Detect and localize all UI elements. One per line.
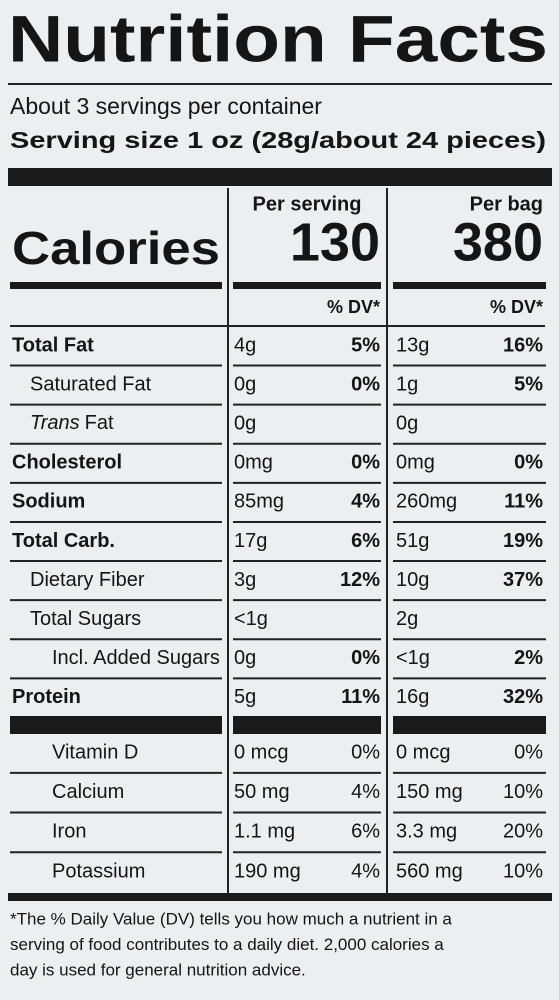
daily-value: 0% xyxy=(514,741,543,763)
amount: 85mg xyxy=(234,491,284,513)
footnote: *The % Daily Value (DV) tells you how mu… xyxy=(10,909,452,928)
medium-bar xyxy=(10,282,222,289)
daily-value: 11% xyxy=(504,491,543,513)
nutrient-name: Cholesterol xyxy=(12,452,122,474)
daily-value: 16% xyxy=(503,334,543,356)
daily-value: 2% xyxy=(514,647,543,669)
daily-value: 6% xyxy=(351,821,380,843)
daily-value: 4% xyxy=(351,781,380,803)
amount: 0mg xyxy=(396,452,435,474)
nutrient-name: Total Fat xyxy=(12,334,94,356)
nutrient-name: Fat xyxy=(85,412,114,434)
column-header: Per serving xyxy=(253,193,362,215)
amount: 3g xyxy=(234,569,256,591)
dv-header: % DV* xyxy=(490,297,543,317)
daily-value: 4% xyxy=(351,860,380,882)
daily-value: 6% xyxy=(351,530,380,552)
calories-value: 380 xyxy=(453,212,543,272)
nutrient-name-italic: Trans xyxy=(30,412,80,434)
nutrient-name: Saturated Fat xyxy=(30,373,152,395)
title: Nutrition Facts xyxy=(8,1,548,75)
amount: 190 mg xyxy=(234,860,301,882)
column-header: Per bag xyxy=(470,193,543,215)
daily-value: 0% xyxy=(351,741,380,763)
nutrient-name: Incl. Added Sugars xyxy=(52,647,220,669)
daily-value: 32% xyxy=(503,686,543,708)
amount: 2g xyxy=(396,608,418,630)
thick-bar xyxy=(8,893,552,901)
daily-value: 0% xyxy=(351,452,380,474)
amount: 560 mg xyxy=(396,860,463,882)
nutrient-name: Total Sugars xyxy=(30,608,141,630)
nutrient-name: Iron xyxy=(52,821,86,843)
daily-value: 11% xyxy=(341,686,380,708)
nutrient-name: Potassium xyxy=(52,860,145,882)
footnote: day is used for general nutrition advice… xyxy=(10,960,306,979)
daily-value: 20% xyxy=(503,821,543,843)
amount: 260mg xyxy=(396,491,457,513)
amount: 0g xyxy=(234,373,256,395)
amount: <1g xyxy=(234,608,268,630)
nutrient-name: Trans Fat xyxy=(30,412,114,434)
daily-value: 37% xyxy=(503,569,543,591)
amount: 10g xyxy=(396,569,429,591)
daily-value: 0% xyxy=(514,452,543,474)
amount: 17g xyxy=(234,530,267,552)
daily-value: 19% xyxy=(503,530,543,552)
thick-bar xyxy=(233,716,381,734)
medium-bar xyxy=(393,282,546,289)
amount: 13g xyxy=(396,334,429,356)
nutrient-name: Protein xyxy=(12,686,81,708)
amount: 1g xyxy=(396,373,418,395)
amount: 16g xyxy=(396,686,429,708)
amount: 0g xyxy=(234,412,256,434)
amount: <1g xyxy=(396,647,430,669)
nutrient-name: Sodium xyxy=(12,491,85,513)
amount: 50 mg xyxy=(234,781,290,803)
amount: 5g xyxy=(234,686,256,708)
amount: 150 mg xyxy=(396,781,463,803)
nutrient-name: Calcium xyxy=(52,781,124,803)
footnote: serving of food contributes to a daily d… xyxy=(10,935,444,954)
thick-bar xyxy=(393,716,546,734)
daily-value: 10% xyxy=(503,860,543,882)
dv-header: % DV* xyxy=(327,297,380,317)
amount: 3.3 mg xyxy=(396,821,457,843)
nutrient-name: Dietary Fiber xyxy=(30,569,145,591)
serving-size: Serving size 1 oz (28g/about 24 pieces) xyxy=(10,127,546,153)
amount: 0 mcg xyxy=(396,741,450,763)
amount: 4g xyxy=(234,334,256,356)
daily-value: 4% xyxy=(351,491,380,513)
daily-value: 0% xyxy=(351,647,380,669)
daily-value: 0% xyxy=(351,373,380,395)
amount: 0g xyxy=(396,412,418,434)
daily-value: 5% xyxy=(351,334,380,356)
calories-value: 130 xyxy=(290,212,380,272)
calories-label: Calories xyxy=(12,222,220,274)
amount: 1.1 mg xyxy=(234,821,295,843)
thick-bar xyxy=(8,168,552,186)
amount: 0g xyxy=(234,647,256,669)
daily-value: 5% xyxy=(514,373,543,395)
daily-value: 10% xyxy=(503,781,543,803)
daily-value: 12% xyxy=(340,569,380,591)
nutrient-name: Total Carb. xyxy=(12,530,115,552)
amount: 0 mcg xyxy=(234,741,288,763)
amount: 51g xyxy=(396,530,429,552)
amount: 0mg xyxy=(234,452,273,474)
medium-bar xyxy=(233,282,381,289)
thick-bar xyxy=(10,716,222,734)
nutrient-name: Vitamin D xyxy=(52,741,138,763)
servings: About 3 servings per container xyxy=(10,93,322,119)
